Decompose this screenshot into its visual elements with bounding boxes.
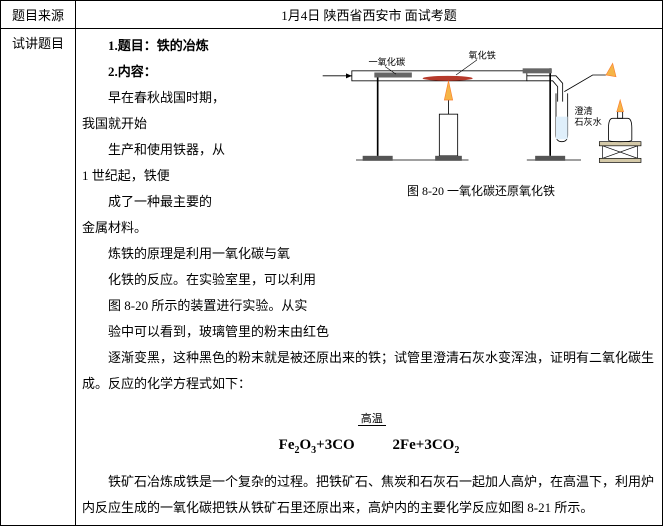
chemical-equation: Fe2O3+3CO高温高温 2Fe+3CO2 bbox=[82, 403, 656, 463]
p9: 铁矿石冶炼成铁是一个复杂的过程。把铁矿石、焦炭和石灰石一起加人高炉，在高温下，利… bbox=[82, 469, 656, 521]
tail-flame-icon bbox=[606, 63, 616, 76]
p6: 图 8-20 所示的装置进行实验。从实 bbox=[82, 293, 656, 319]
p5: 化铁的反应。在实验室里，可以利用 bbox=[82, 267, 656, 293]
p3b: 金属材料。 bbox=[82, 215, 656, 241]
iron-oxide-powder bbox=[423, 76, 473, 81]
p7: 验中可以看到，玻璃管里的粉末由红色 bbox=[82, 319, 656, 345]
p4: 炼铁的原理是利用一氧化碳与氧 bbox=[82, 241, 656, 267]
apparatus-diagram: 一氧化碳 氧化铁 bbox=[306, 35, 656, 177]
limewater-label-2: 石灰水 bbox=[574, 116, 601, 127]
source-value: 1月4日 陕西省西安市 面试考题 bbox=[76, 1, 663, 29]
fe2o3-label: 氧化铁 bbox=[469, 49, 496, 60]
co-label: 一氧化碳 bbox=[369, 56, 406, 67]
body-cell: 一氧化碳 氧化铁 bbox=[76, 29, 663, 526]
burner-flame-icon bbox=[444, 81, 452, 100]
p8: 逐渐变黑，这种黑色的粉末就是被还原出来的铁；试管里澄清石灰水变浑浊，证明有二氧化… bbox=[82, 345, 656, 397]
diagram-caption: 图 8-20 一氧化碳还原氧化铁 bbox=[306, 179, 656, 203]
body-label: 试讲题目 bbox=[1, 29, 76, 526]
limewater-label-1: 澄清 bbox=[574, 105, 592, 116]
source-label: 题目来源 bbox=[1, 1, 76, 29]
alcohol-lamp-icon bbox=[608, 118, 631, 141]
diagram-container: 一氧化碳 氧化铁 bbox=[306, 35, 656, 203]
